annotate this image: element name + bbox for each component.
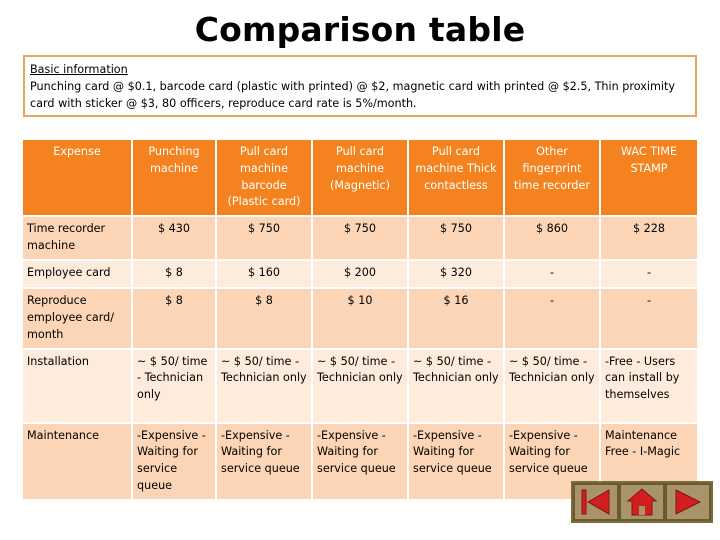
basic-information-heading: Basic information (30, 63, 128, 76)
table-cell: -Expensive - Waiting for service queue (217, 423, 311, 499)
header-cell: WAC TIME STAMP (601, 140, 697, 216)
header-cell: Other fingerprint time recorder (505, 140, 599, 216)
table-row: Maintenance -Expensive - Waiting for ser… (23, 423, 697, 499)
table-header-row: Expense Punching machine Pull card machi… (23, 140, 697, 216)
table-cell: $ 8 (133, 261, 215, 288)
first-slide-icon (579, 487, 613, 517)
table-cell: -Expensive - Waiting for service queue (133, 423, 215, 499)
header-cell: Expense (23, 140, 131, 216)
header-cell: Pull card machine (Magnetic) (313, 140, 407, 216)
table-cell: $ 228 (601, 217, 697, 260)
row-label: Reproduce employee card/ month (23, 289, 131, 348)
row-label: Maintenance (23, 423, 131, 499)
table-cell: $ 750 (313, 217, 407, 260)
table-cell: $ 8 (217, 289, 311, 348)
comparison-table: Expense Punching machine Pull card machi… (21, 138, 699, 501)
table-cell: ~ $ 50/ time - Technician only (217, 349, 311, 422)
slide-navigation (571, 481, 713, 523)
next-slide-button[interactable] (665, 483, 711, 521)
next-slide-icon (671, 487, 705, 517)
table-cell: ~ $ 50/ time - Technician only (313, 349, 407, 422)
first-slide-button[interactable] (573, 483, 619, 521)
home-icon (625, 487, 659, 517)
table-cell: $ 200 (313, 261, 407, 288)
table-row: Reproduce employee card/ month $ 8 $ 8 $… (23, 289, 697, 348)
page-title: Comparison table (194, 10, 526, 49)
table-cell: - (601, 261, 697, 288)
table-cell: $ 750 (217, 217, 311, 260)
table-cell: - (505, 261, 599, 288)
table-cell: $ 860 (505, 217, 599, 260)
table-cell: -Free - Users can install by themselves (601, 349, 697, 422)
table-cell: - (601, 289, 697, 348)
table-row: Installation ~ $ 50/ time - Technician o… (23, 349, 697, 422)
table-cell: $ 160 (217, 261, 311, 288)
home-button[interactable] (619, 483, 665, 521)
table-cell: - (505, 289, 599, 348)
table-cell: ~ $ 50/ time - Technician only (409, 349, 503, 422)
header-cell: Pull card machine barcode (Plastic card) (217, 140, 311, 216)
table-cell: $ 8 (133, 289, 215, 348)
basic-information-text: Punching card @ $0.1, barcode card (plas… (30, 80, 675, 110)
table-cell: $ 320 (409, 261, 503, 288)
header-cell: Punching machine (133, 140, 215, 216)
table-cell: ~ $ 50/ time - Technician only (505, 349, 599, 422)
table-cell: $ 16 (409, 289, 503, 348)
table-cell: $ 10 (313, 289, 407, 348)
table-cell: -Expensive - Waiting for service queue (409, 423, 503, 499)
comparison-table-wrapper: Expense Punching machine Pull card machi… (23, 138, 697, 501)
table-row: Time recorder machine $ 430 $ 750 $ 750 … (23, 217, 697, 260)
row-label: Employee card (23, 261, 131, 288)
row-label: Installation (23, 349, 131, 422)
row-label: Time recorder machine (23, 217, 131, 260)
table-cell: $ 750 (409, 217, 503, 260)
table-row: Employee card $ 8 $ 160 $ 200 $ 320 - - (23, 261, 697, 288)
table-cell: -Expensive - Waiting for service queue (313, 423, 407, 499)
table-cell: $ 430 (133, 217, 215, 260)
header-cell: Pull card machine Thick contactless (409, 140, 503, 216)
table-cell: ~ $ 50/ time - Technician only (133, 349, 215, 422)
basic-information-box: Basic information Punching card @ $0.1, … (23, 55, 697, 117)
